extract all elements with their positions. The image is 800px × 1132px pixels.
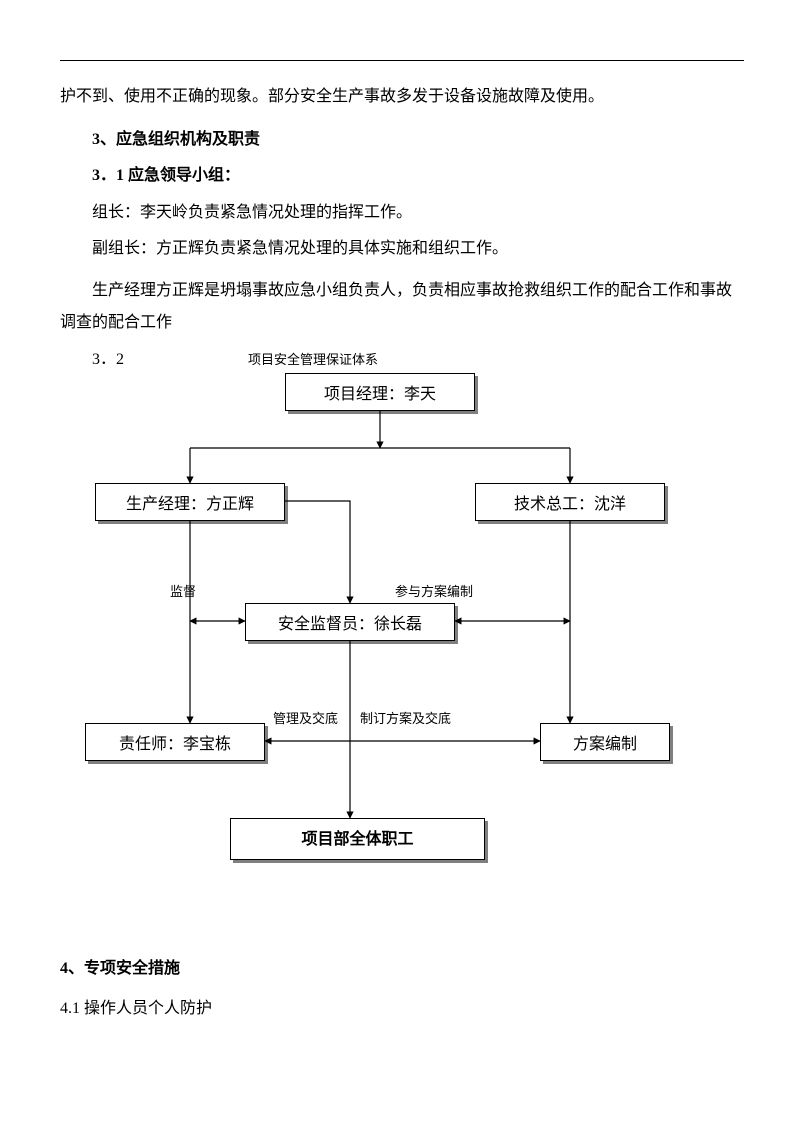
heading-4-1: 4.1 操作人员个人防护 bbox=[60, 993, 740, 1025]
chart-title: 项目安全管理保证体系 bbox=[248, 352, 378, 367]
deputy-line: 副组长：方正辉负责紧急情况处理的具体实施和组织工作。 bbox=[60, 233, 740, 265]
node-safety: 安全监督员：徐长磊 bbox=[245, 603, 455, 641]
node-all: 项目部全体职工 bbox=[230, 818, 485, 860]
prod-mgr-para: 生产经理方正辉是坍塌事故应急小组负责人，负责相应事故抢救组织工作的配合工作和事故… bbox=[60, 275, 740, 339]
intro-fragment: 护不到、使用不正确的现象。部分安全生产事故多发于设备设施故障及使用。 bbox=[60, 81, 740, 113]
leader-line: 组长：李天岭负责紧急情况处理的指挥工作。 bbox=[60, 197, 740, 229]
org-chart-diagram: 项目经理：李天生产经理：方正辉 技术总工：沈洋安全监督员：徐长磊责任师：李宝栋 方案… bbox=[60, 373, 720, 893]
edge-label-participate: 参与方案编制 bbox=[395, 581, 473, 600]
heading-4-measures: 4、专项安全措施 bbox=[60, 953, 740, 985]
edge-label-manage: 管理及交底 bbox=[273, 708, 338, 727]
edge-label-formulate: 制订方案及交底 bbox=[360, 708, 451, 727]
node-tech: 技术总工：沈洋 bbox=[475, 483, 665, 521]
node-prod: 生产经理：方正辉 bbox=[95, 483, 285, 521]
page-top-rule bbox=[60, 60, 744, 61]
node-pm: 项目经理：李天 bbox=[285, 373, 475, 411]
node-plan: 方案编制 bbox=[540, 723, 670, 761]
edge-label-supervise: 监督 bbox=[170, 581, 196, 600]
sec-3-2-num: 3．2 bbox=[92, 351, 124, 368]
node-resp: 责任师：李宝栋 bbox=[85, 723, 265, 761]
heading-3-1-team: 3．1 应急领导小组： bbox=[60, 161, 740, 185]
heading-3-org: 3、应急组织机构及职责 bbox=[60, 125, 740, 149]
